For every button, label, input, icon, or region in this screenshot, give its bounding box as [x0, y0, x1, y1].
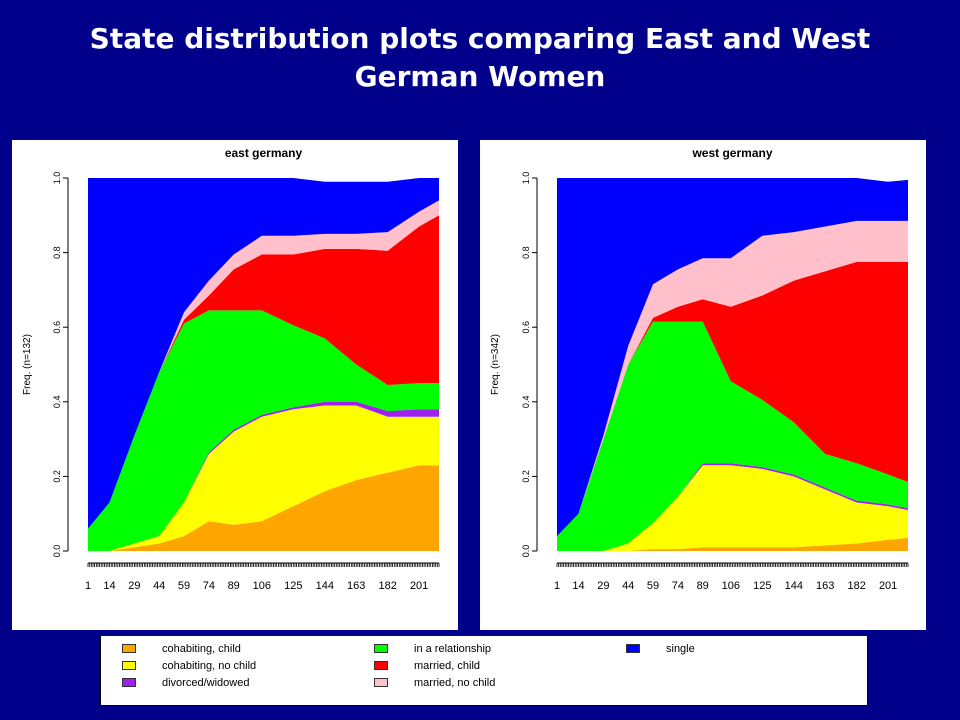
- legend: cohabiting, child cohabiting, no child d…: [100, 636, 868, 706]
- x-tick-label: 182: [847, 580, 865, 592]
- legend-label: in a relationship: [414, 643, 492, 655]
- series-area-single: [557, 178, 908, 537]
- legend-label: single: [666, 643, 695, 655]
- series-area-cohabiting-no-child: [88, 405, 439, 551]
- y-tick-label: 1.0: [521, 172, 531, 185]
- x-tick-label: 201: [410, 580, 428, 592]
- y-tick-label: 0.4: [521, 396, 531, 409]
- legend-label: married, child: [414, 660, 481, 672]
- x-tick-label: 89: [228, 580, 240, 592]
- y-tick-label: 0.6: [52, 321, 62, 334]
- x-tick-label: 14: [572, 580, 584, 592]
- chart-title: west germany: [691, 146, 772, 160]
- series-area-married-child: [557, 261, 908, 537]
- x-tick-label: 14: [103, 580, 115, 592]
- x-tick-label: 182: [378, 580, 396, 592]
- x-tick-label: 59: [647, 580, 659, 592]
- series-area-cohabiting-no-child: [557, 465, 908, 551]
- series-area-cohabiting-child: [557, 537, 908, 551]
- x-tick-label: 106: [722, 580, 740, 592]
- x-tick-label: 163: [347, 580, 365, 592]
- series-area-in-a-relationship: [88, 310, 439, 551]
- y-tick-label: 0.4: [52, 396, 62, 409]
- x-tick-label: 125: [284, 580, 302, 592]
- y-axis-label: Freq. (n=342): [490, 334, 501, 395]
- x-tick-label: 59: [178, 580, 190, 592]
- y-tick-label: 0.0: [52, 545, 62, 558]
- y-tick-label: 1.0: [52, 172, 62, 185]
- x-tick-label: 74: [672, 580, 684, 592]
- x-tick-label: 144: [785, 580, 803, 592]
- legend-swatch: [122, 644, 136, 653]
- x-tick-label: 44: [153, 580, 165, 592]
- series-area-cohabiting-child: [88, 465, 439, 551]
- series-area-married-child: [88, 215, 439, 529]
- x-tick-label: 201: [879, 580, 897, 592]
- x-tick-label: 74: [203, 580, 215, 592]
- y-axis-label: Freq. (n=132): [22, 334, 33, 395]
- y-tick-label: 0.2: [521, 470, 531, 483]
- x-tick-label: 1: [554, 580, 560, 592]
- series-area-single: [88, 178, 439, 529]
- x-tick-label: 144: [316, 580, 334, 592]
- x-tick-label: 1: [85, 580, 91, 592]
- legend-label: cohabiting, child: [162, 643, 241, 655]
- x-tick-label: 89: [697, 580, 709, 592]
- series-area-in-a-relationship: [557, 321, 908, 551]
- east-germany-plot: east germany 0.0 0.2 0.4 0.6 0.8 1.0 Freq. (n=1…: [12, 140, 458, 630]
- x-tick-label: 44: [622, 580, 634, 592]
- legend-label: married, no child: [414, 677, 496, 689]
- series-area-married-no-child: [88, 200, 439, 529]
- x-tick-label: 29: [128, 580, 140, 592]
- y-tick-label: 0.0: [521, 545, 531, 558]
- slide-title: State distribution plots comparing East …: [0, 20, 960, 96]
- x-tick-label: 29: [597, 580, 609, 592]
- legend-label: cohabiting, no child: [162, 660, 257, 672]
- series-area-married-no-child: [557, 220, 908, 537]
- y-tick-label: 0.8: [52, 246, 62, 259]
- y-tick-label: 0.8: [521, 246, 531, 259]
- x-tick-label: 125: [753, 580, 771, 592]
- legend-swatch: [374, 644, 388, 653]
- legend-frame: [100, 636, 868, 706]
- legend-swatch: [122, 678, 136, 687]
- x-tick-label: 163: [816, 580, 834, 592]
- slide-title-line-1: State distribution plots comparing East …: [89, 22, 871, 55]
- legend-swatch: [374, 661, 388, 670]
- legend-swatch: [122, 661, 136, 670]
- west-germany-plot: west germany 0.0 0.2 0.4 0.6 0.8 1.0 Freq. (n=3…: [480, 140, 926, 630]
- slide-title-line-2: German Women: [354, 60, 606, 93]
- legend-swatch: [374, 678, 388, 687]
- legend-label: divorced/widowed: [162, 677, 250, 689]
- y-tick-label: 0.2: [52, 470, 62, 483]
- legend-swatch: [626, 644, 640, 653]
- y-tick-label: 0.6: [521, 321, 531, 334]
- x-tick-label: 106: [253, 580, 271, 592]
- chart-title: east germany: [225, 146, 303, 160]
